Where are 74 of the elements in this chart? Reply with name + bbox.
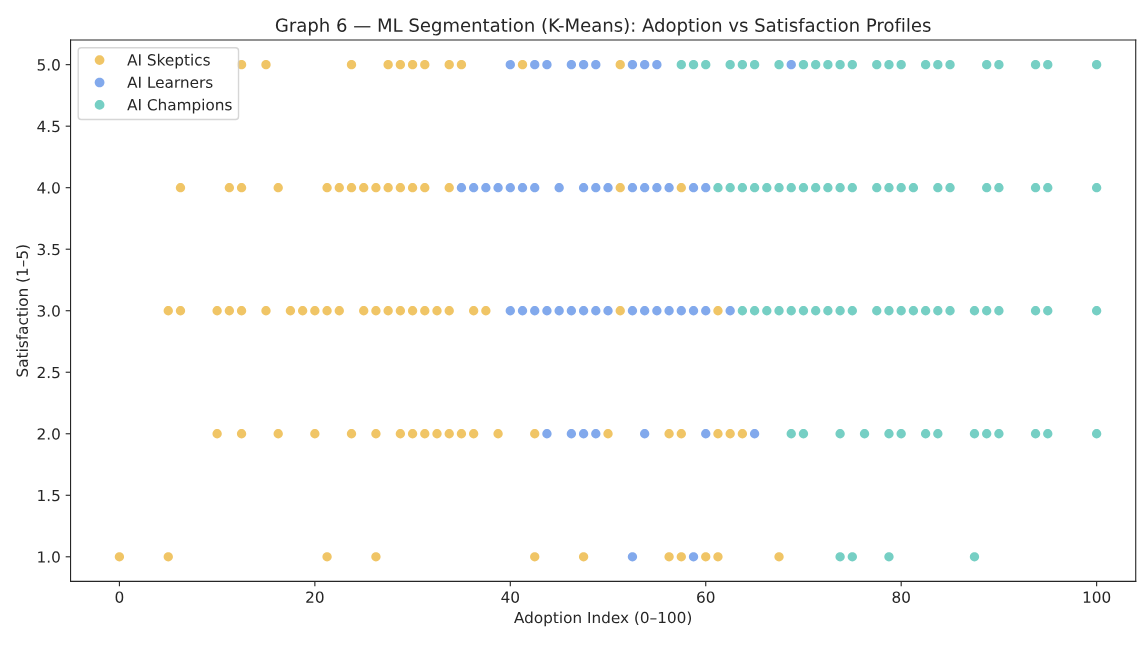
y-tick-label: 1.0	[38, 551, 60, 563]
point	[578, 183, 589, 193]
point	[664, 306, 674, 316]
legend-label: AI Learners	[127, 76, 213, 89]
point	[627, 306, 638, 316]
point	[481, 183, 491, 193]
legend-label: AI Skeptics	[127, 53, 210, 69]
point	[517, 183, 528, 193]
point	[591, 60, 601, 70]
point	[578, 429, 589, 439]
y-tick-label: 4.5	[37, 120, 60, 133]
y-tick-label: 2.5	[37, 366, 60, 379]
x-tick-label: 60	[697, 591, 715, 603]
y-tick-label: 1.5	[38, 489, 60, 502]
x-tick-label: 80	[892, 591, 910, 603]
point	[688, 306, 699, 316]
point	[652, 306, 662, 316]
point	[517, 306, 528, 316]
point	[505, 183, 515, 193]
point	[701, 183, 711, 193]
point	[701, 306, 711, 316]
point	[530, 183, 540, 193]
point	[554, 306, 564, 316]
point	[603, 306, 613, 316]
y-tick-label: 3.5	[37, 243, 60, 256]
point	[578, 60, 589, 70]
point	[603, 183, 613, 193]
x-axis-title: Adoption Index (0–100)	[514, 611, 692, 627]
y-tick-label: 4.0	[37, 182, 60, 194]
point	[591, 306, 601, 316]
point	[701, 429, 711, 439]
chart-title: Graph 6 — ML Segmentation (K-Means): Adoption vs Satisfaction Profiles	[275, 18, 931, 36]
point	[652, 183, 662, 193]
point	[578, 306, 589, 316]
point	[640, 429, 650, 439]
point	[640, 183, 650, 193]
point	[591, 183, 601, 193]
point	[530, 60, 540, 70]
point	[456, 183, 467, 193]
point	[640, 60, 650, 70]
point	[554, 183, 564, 193]
point	[627, 183, 638, 193]
y-tick-label: 5.0	[37, 59, 60, 71]
x-tick-label: 0	[115, 591, 124, 603]
y-tick-label: 2.0	[37, 428, 60, 440]
y-tick-label: 3.0	[37, 305, 60, 317]
x-tick-label: 40	[501, 591, 520, 603]
point	[542, 306, 552, 316]
legend-label: AI Champions	[127, 98, 232, 114]
point	[591, 429, 601, 439]
point	[542, 60, 552, 70]
point	[566, 306, 577, 316]
point	[505, 306, 515, 316]
point	[786, 60, 796, 70]
point	[652, 60, 662, 70]
point	[627, 552, 638, 562]
point	[627, 60, 638, 70]
point	[725, 306, 735, 316]
x-tick-label: 100	[1083, 591, 1111, 603]
point	[530, 306, 540, 316]
point	[664, 183, 674, 193]
point	[688, 552, 699, 562]
point	[640, 306, 650, 316]
point	[749, 429, 760, 439]
point	[493, 183, 503, 193]
point	[566, 60, 577, 70]
x-tick-label: 20	[306, 591, 324, 603]
point	[676, 306, 686, 316]
point	[566, 429, 577, 439]
point	[469, 183, 479, 193]
point	[505, 60, 515, 70]
point	[542, 429, 552, 439]
point	[688, 183, 699, 193]
y-axis-title: Satisfaction (1–5)	[16, 245, 30, 377]
